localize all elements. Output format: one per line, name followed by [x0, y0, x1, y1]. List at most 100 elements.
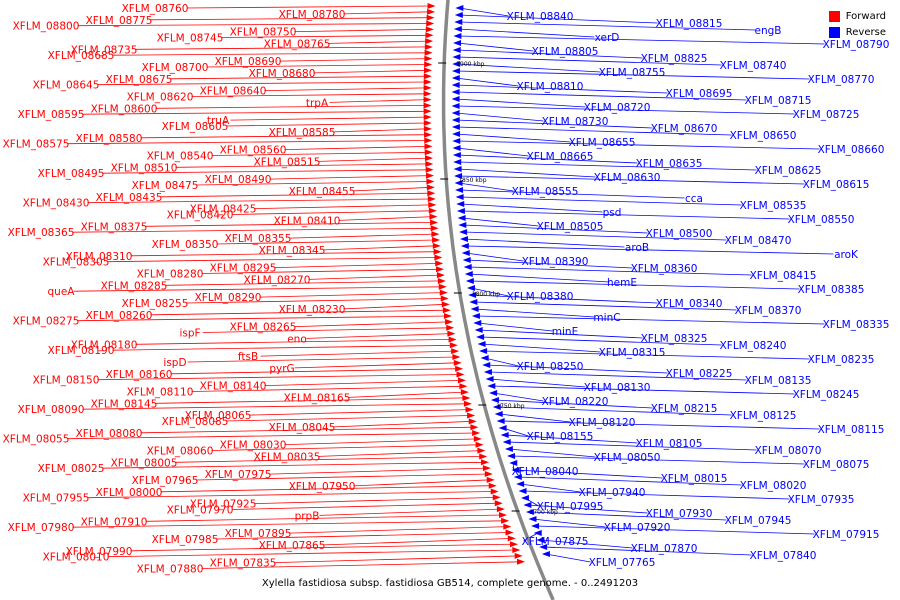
reverse-gene-arrow — [451, 124, 460, 130]
reverse-connector — [480, 336, 722, 346]
forward-connector — [196, 473, 489, 481]
forward-gene-label: ispF — [179, 328, 200, 340]
forward-gene-label: XFLM_08620 — [127, 92, 194, 104]
reverse-connector — [459, 189, 685, 199]
reverse-connector — [455, 84, 668, 94]
reverse-gene-arrow — [455, 5, 464, 11]
reverse-gene-label: XFLM_08720 — [584, 102, 651, 114]
forward-gene-label: XFLM_08290 — [195, 292, 262, 304]
forward-gene-arrow — [510, 541, 519, 548]
forward-gene-arrow — [445, 318, 454, 325]
forward-gene-label: XFLM_08375 — [81, 221, 148, 233]
reverse-gene-label: XFLM_08225 — [666, 368, 733, 380]
forward-gene-arrow — [425, 38, 434, 45]
reverse-gene-arrow — [453, 40, 462, 46]
forward-connector — [284, 146, 429, 150]
reverse-gene-label: XFLM_08770 — [808, 74, 875, 86]
reverse-gene-arrow — [502, 439, 511, 445]
forward-gene-arrow — [423, 125, 432, 132]
forward-gene-label: XFLM_08140 — [200, 381, 267, 393]
reverse-gene-arrow — [454, 12, 463, 18]
reverse-gene-label: XFLM_08105 — [636, 438, 703, 450]
reverse-connector — [464, 245, 834, 255]
reverse-gene-label: XFLM_08415 — [750, 270, 817, 282]
reverse-gene-label: XFLM_08235 — [808, 354, 875, 366]
reverse-gene-label: XFLM_08660 — [818, 144, 885, 156]
forward-connector — [211, 151, 429, 156]
reverse-gene-arrow — [455, 187, 464, 193]
forward-gene-label: XFLM_07835 — [210, 558, 277, 570]
reverse-gene-label: XFLM_08790 — [823, 39, 890, 51]
reverse-gene-label: XFLM_08040 — [512, 466, 579, 478]
reverse-connector — [456, 147, 529, 157]
reverse-gene-label: XFLM_08805 — [532, 46, 599, 58]
reverse-gene-arrow — [466, 285, 475, 291]
reverse-connector — [459, 7, 509, 17]
forward-gene-label: XFLM_08435 — [96, 192, 163, 204]
reverse-gene-label: XFLM_08075 — [803, 459, 870, 471]
forward-connector — [306, 333, 452, 339]
reverse-gene-label: XFLM_07935 — [788, 494, 855, 506]
forward-gene-label: XFLM_08350 — [152, 239, 219, 251]
forward-gene-label: XFLM_08270 — [244, 274, 311, 286]
reverse-gene-arrow — [483, 369, 492, 375]
forward-gene-arrow — [427, 3, 436, 9]
forward-connector — [206, 64, 429, 68]
reverse-connector — [523, 532, 538, 542]
reverse-gene-label: XFLM_08385 — [798, 284, 865, 296]
forward-gene-arrow — [425, 32, 434, 39]
forward-gene-arrow — [496, 506, 505, 513]
forward-gene-label: XFLM_08455 — [289, 186, 356, 198]
forward-gene-arrow — [512, 547, 521, 554]
reverse-gene-arrow — [451, 89, 460, 95]
reverse-gene-arrow — [461, 250, 470, 256]
scale-tick-label: 1850 kbp — [458, 177, 486, 184]
forward-gene-arrow — [439, 289, 448, 296]
reverse-gene-arrow — [451, 82, 460, 88]
forward-connector — [289, 233, 436, 239]
reverse-gene-label: XFLM_07940 — [579, 487, 646, 499]
reverse-connector — [459, 196, 742, 206]
reverse-gene-arrow — [473, 320, 482, 326]
forward-connector — [294, 321, 450, 327]
reverse-connector — [504, 434, 638, 444]
forward-gene-arrow — [443, 313, 452, 320]
forward-gene-label: XFLM_08045 — [269, 422, 336, 434]
forward-gene-label: XFLM_08365 — [8, 227, 75, 239]
forward-gene-label: XFLM_08600 — [91, 103, 158, 115]
reverse-gene-arrow — [460, 243, 469, 249]
reverse-connector — [491, 385, 795, 395]
forward-connector — [318, 450, 482, 457]
forward-connector — [140, 426, 475, 434]
forward-gene-label: XFLM_08305 — [43, 257, 110, 269]
reverse-gene-arrow — [479, 348, 488, 354]
forward-connector — [150, 17, 431, 21]
forward-connector — [145, 514, 504, 522]
reverse-connector — [540, 539, 633, 549]
forward-connector — [348, 391, 465, 398]
forward-gene-arrow — [484, 471, 493, 477]
reverse-gene-label: XFLM_08050 — [594, 452, 661, 464]
forward-gene-arrow — [432, 242, 441, 249]
forward-connector — [97, 81, 428, 86]
forward-gene-arrow — [424, 131, 433, 138]
forward-gene-label: XFLM_08745 — [157, 33, 224, 45]
forward-gene-label: XFLM_07985 — [152, 534, 219, 546]
forward-connector — [343, 11, 432, 15]
reverse-connector — [468, 273, 610, 283]
forward-gene-arrow — [430, 219, 439, 226]
reverse-gene-arrow — [480, 355, 489, 361]
forward-gene-arrow — [451, 348, 460, 355]
forward-gene-arrow — [434, 254, 443, 261]
forward-gene-label: XFLM_08090 — [18, 404, 85, 416]
reverse-gene-arrow — [518, 488, 527, 494]
forward-gene-arrow — [427, 8, 436, 15]
reverse-gene-arrow — [452, 138, 461, 144]
forward-gene-label: XFLM_08180 — [71, 339, 138, 351]
reverse-gene-label: XFLM_08635 — [636, 158, 703, 170]
forward-gene-label: XFLM_08260 — [86, 310, 153, 322]
reverse-connector — [489, 378, 586, 388]
forward-gene-arrow — [452, 354, 461, 360]
forward-connector — [135, 339, 453, 345]
reverse-gene-arrow — [453, 33, 462, 39]
